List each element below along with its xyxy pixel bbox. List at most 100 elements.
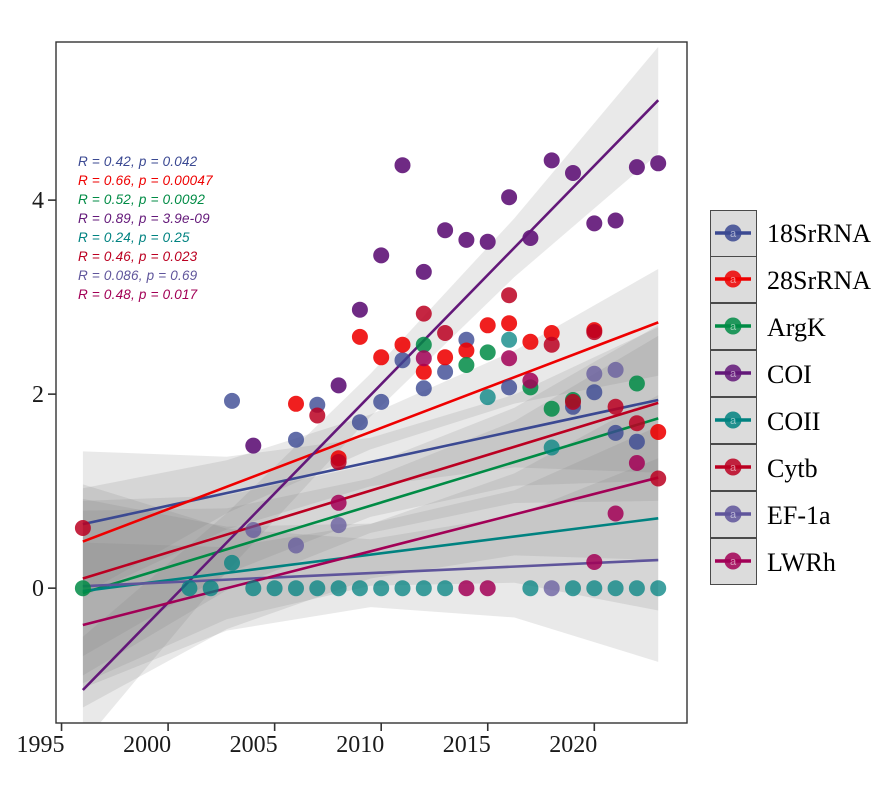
data-point-28SrRNA: [650, 424, 667, 440]
stat-annotation-18SrRNA: R = 0.42, p = 0.042: [78, 154, 198, 169]
trend-line-Cytb: [82, 401, 659, 580]
data-point-COI: [607, 212, 624, 229]
svg-text:a: a: [730, 556, 737, 568]
stat-annotation-LWRh: R = 0.48, p = 0.017: [78, 287, 198, 302]
data-point-COI: [245, 437, 262, 454]
data-point-EF-1a: [288, 537, 304, 554]
data-point-Cytb: [74, 520, 91, 536]
legend-item-LWRh: a LWRh: [710, 538, 871, 586]
data-point-COI: [628, 159, 645, 176]
x-tick-label: 2005: [230, 732, 278, 758]
data-point-Cytb: [415, 305, 432, 322]
data-point-Cytb: [586, 324, 603, 341]
data-point-COII: [224, 554, 240, 571]
data-point-COII: [628, 580, 645, 597]
data-point-COII: [501, 331, 518, 348]
stat-annotation-28SrRNA: R = 0.66, p = 0.00047: [78, 173, 213, 188]
data-point-COII: [394, 580, 411, 597]
data-point-COII: [330, 580, 347, 597]
legend-item-Cytb: a Cytb: [710, 444, 871, 492]
data-point-LWRh: [415, 350, 432, 367]
data-point-18SrRNA: [351, 414, 368, 431]
x-tick-label: 1995: [17, 732, 65, 758]
x-axis: 1995 2000 2005 2010 2015 2020: [17, 723, 597, 758]
data-point-18SrRNA: [501, 379, 518, 396]
trend-line-COII: [82, 517, 659, 593]
legend-label: EF-1a: [767, 500, 831, 530]
trend-line-LWRh: [82, 476, 659, 627]
data-point-LWRh: [607, 505, 624, 522]
data-point-28SrRNA: [394, 336, 411, 353]
trend-line-COI: [81, 99, 660, 691]
x-tick-label: 2000: [123, 732, 171, 758]
svg-text:a: a: [730, 462, 737, 474]
data-point-Cytb: [628, 415, 645, 432]
data-point-LWRh: [330, 494, 347, 511]
data-points: [74, 152, 667, 597]
ci-band-COI: [82, 46, 659, 723]
y-tick-label: 4: [32, 188, 44, 214]
data-point-COII: [245, 580, 262, 597]
x-tick-label: 2015: [443, 732, 491, 758]
legend-item-COI: a COI: [710, 350, 871, 398]
data-point-ArgK: [479, 344, 496, 361]
svg-text:a: a: [730, 274, 737, 286]
data-point-Cytb: [330, 454, 347, 470]
data-point-COI: [522, 230, 539, 246]
data-point-ArgK: [543, 400, 560, 417]
data-point-COI: [373, 247, 390, 264]
data-point-18SrRNA: [394, 352, 411, 369]
data-point-COI: [330, 377, 347, 394]
legend: a 18SrRNA a 28SrRNA a ArgK a COI a COII a Cytb…: [710, 210, 871, 586]
legend-key-icon: a: [710, 397, 757, 445]
data-point-LWRh: [586, 554, 603, 570]
data-point-Cytb: [565, 393, 581, 410]
legend-key-icon: a: [710, 444, 757, 492]
legend-label: 28SrRNA: [767, 265, 872, 295]
stat-annotation-Cytb: R = 0.46, p = 0.023: [78, 249, 198, 264]
y-tick-label: 0: [32, 576, 44, 602]
legend-label: COII: [767, 406, 821, 436]
data-point-28SrRNA: [415, 363, 432, 380]
data-point-28SrRNA: [501, 315, 518, 332]
data-point-LWRh: [628, 455, 645, 471]
legend-label: COI: [767, 359, 812, 389]
data-point-18SrRNA: [288, 431, 304, 448]
data-point-COI: [565, 165, 581, 181]
stat-annotation-COI: R = 0.89, p = 3.9e-09: [78, 211, 210, 226]
data-point-28SrRNA: [458, 342, 475, 359]
legend-label: LWRh: [767, 547, 836, 577]
data-point-18SrRNA: [415, 380, 432, 397]
data-point-COII: [309, 580, 326, 597]
data-point-COII: [565, 580, 581, 597]
data-point-COII: [437, 580, 454, 597]
trend-line-28SrRNA: [82, 321, 659, 543]
data-point-LWRh: [458, 580, 475, 597]
legend-key-icon: a: [710, 538, 757, 586]
data-point-COI: [437, 222, 454, 239]
data-point-ArgK: [458, 357, 475, 373]
data-point-28SrRNA: [288, 395, 304, 412]
data-point-LWRh: [479, 580, 496, 597]
legend-label: ArgK: [767, 312, 826, 342]
data-point-18SrRNA: [628, 433, 645, 450]
data-point-COI: [650, 155, 667, 172]
data-point-COI: [458, 231, 475, 248]
legend-key-icon: a: [710, 256, 757, 304]
data-point-ArgK: [415, 336, 432, 353]
data-point-18SrRNA: [224, 392, 240, 409]
x-tick-label: 2010: [336, 732, 384, 758]
data-point-EF-1a: [586, 365, 603, 382]
stat-annotation-EF-1a: R = 0.086, p = 0.69: [78, 268, 198, 283]
trend-line-EF-1a: [82, 558, 659, 588]
svg-text:a: a: [730, 415, 737, 427]
data-point-COII: [266, 580, 283, 597]
data-point-Cytb: [607, 398, 624, 415]
legend-item-COII: a COII: [710, 397, 871, 445]
data-point-COII: [607, 580, 624, 597]
data-point-COI: [586, 215, 603, 232]
legend-item-18SrRNA: a 18SrRNA: [710, 210, 871, 257]
data-point-COII: [543, 439, 560, 456]
data-point-COII: [522, 580, 539, 597]
svg-text:a: a: [730, 368, 737, 380]
